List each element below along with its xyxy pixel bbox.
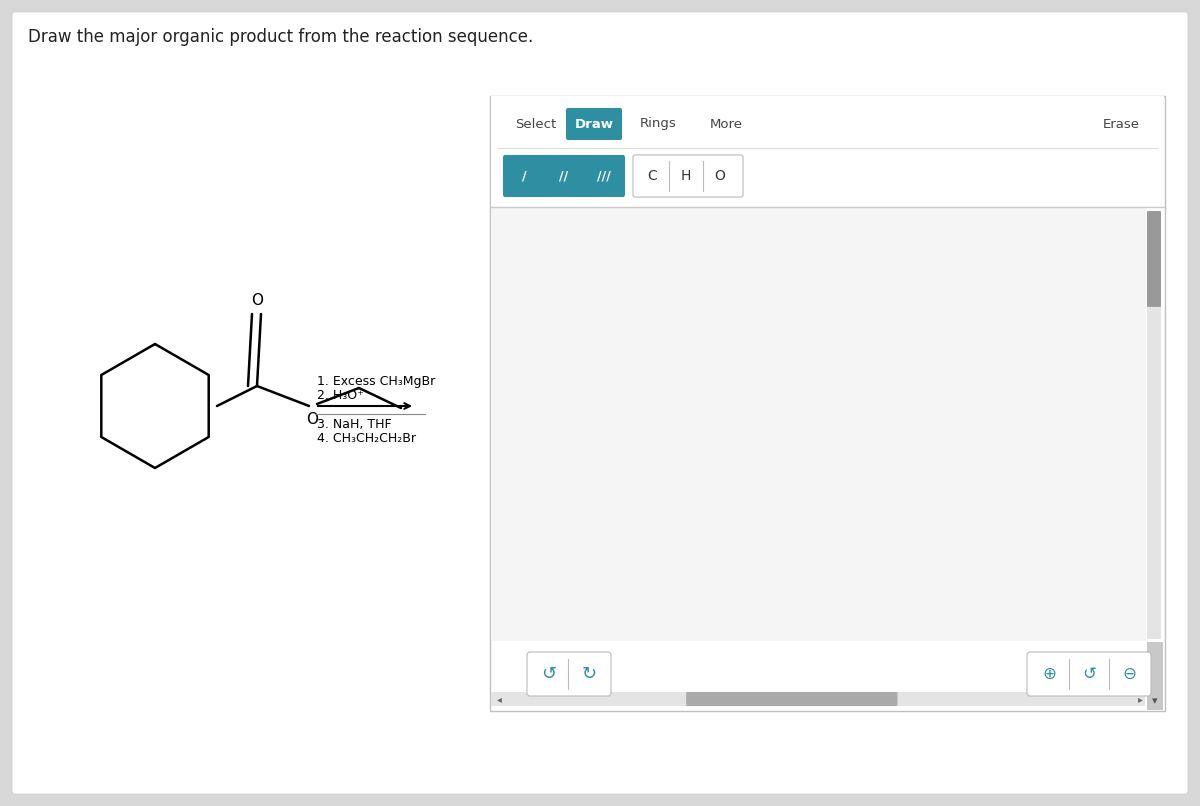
FancyBboxPatch shape	[686, 692, 898, 706]
Text: ///: ///	[598, 169, 611, 182]
Bar	[1147, 642, 1163, 710]
Text: ↻: ↻	[582, 665, 596, 683]
Text: O: O	[306, 412, 318, 427]
FancyBboxPatch shape	[12, 12, 1188, 794]
Text: Erase: Erase	[1103, 118, 1140, 131]
FancyBboxPatch shape	[1027, 652, 1151, 696]
Text: 1. Excess CH₃MgBr: 1. Excess CH₃MgBr	[317, 375, 436, 388]
FancyBboxPatch shape	[583, 155, 625, 197]
Text: ▾: ▾	[1152, 696, 1158, 706]
Text: ↺: ↺	[541, 665, 557, 683]
Text: Select: Select	[515, 118, 557, 131]
Text: ⊖: ⊖	[1122, 665, 1136, 683]
Text: C: C	[647, 169, 656, 183]
Text: ◂: ◂	[497, 694, 502, 704]
Bar	[491, 96, 1164, 206]
FancyBboxPatch shape	[566, 108, 622, 140]
FancyBboxPatch shape	[634, 155, 743, 197]
FancyBboxPatch shape	[490, 96, 1165, 711]
FancyBboxPatch shape	[503, 155, 545, 197]
Text: ▸: ▸	[1138, 694, 1142, 704]
Text: Rings: Rings	[640, 118, 677, 131]
FancyBboxPatch shape	[1147, 211, 1162, 307]
Text: //: //	[559, 169, 569, 182]
FancyBboxPatch shape	[527, 652, 611, 696]
Text: 3. NaH, THF: 3. NaH, THF	[317, 418, 391, 431]
Text: 4. CH₃CH₂CH₂Br: 4. CH₃CH₂CH₂Br	[317, 432, 416, 445]
Text: ⊕: ⊕	[1042, 665, 1056, 683]
Text: O: O	[714, 169, 726, 183]
Text: /: /	[522, 169, 527, 182]
Text: 2. H₃O⁺: 2. H₃O⁺	[317, 389, 364, 402]
Text: Draw the major organic product from the reaction sequence.: Draw the major organic product from the …	[28, 28, 533, 46]
Bar	[1147, 212, 1162, 639]
Text: ↺: ↺	[1082, 665, 1096, 683]
Text: Draw: Draw	[575, 118, 613, 131]
FancyBboxPatch shape	[542, 155, 586, 197]
Bar	[491, 692, 1145, 706]
Text: O: O	[251, 293, 263, 308]
Bar	[491, 207, 1146, 641]
Text: More: More	[710, 118, 743, 131]
Text: H: H	[680, 169, 691, 183]
